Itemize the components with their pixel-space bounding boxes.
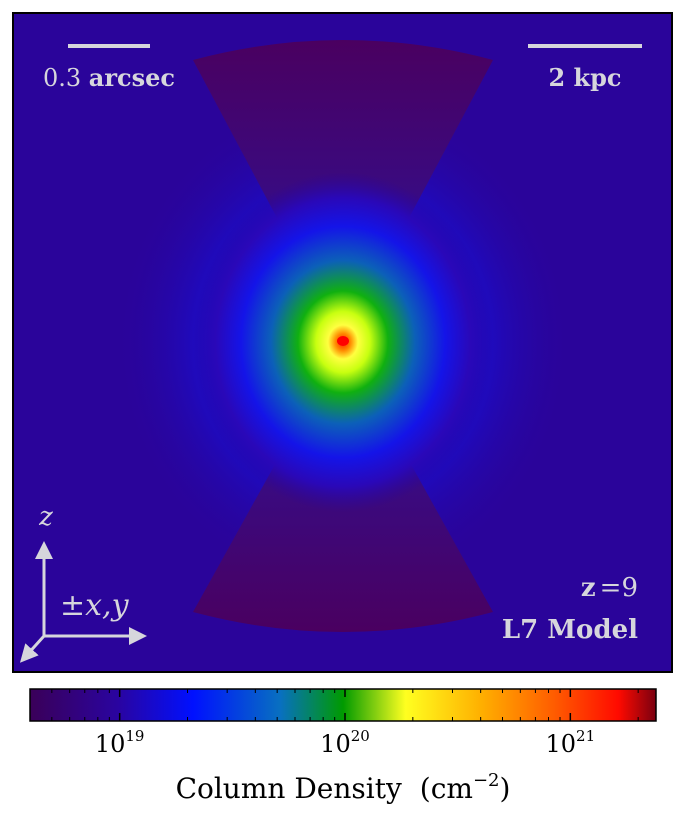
colorbar-gradient: [29, 688, 657, 722]
model-label: L7 Model: [502, 615, 638, 645]
depth-axis-arrow: [19, 634, 46, 663]
physical-scale-label: 2 kpc: [548, 63, 621, 92]
colorbar-tick-label: 1020: [320, 727, 370, 758]
map-frame: [12, 12, 673, 673]
colorbar: 1019 1020 1021 Column Density (cm−2): [29, 688, 657, 805]
colorbar-label: Column Density (cm−2): [176, 770, 511, 805]
angular-scale-label: 0.3 arcsec: [43, 63, 175, 92]
map-peak: [337, 336, 349, 346]
colorbar-ticks: 1019 1020 1021: [29, 689, 639, 758]
colorbar-tick-label: 1019: [95, 727, 145, 758]
redshift-label: z =9: [581, 573, 638, 603]
orientation-axes: z ±x,y: [19, 502, 147, 663]
horizontal-axis-label: ±x,y: [60, 588, 130, 623]
colorbar-tick-label: 1021: [546, 727, 596, 758]
vertical-axis-label: z: [38, 502, 53, 532]
density-map: [13, 13, 672, 672]
